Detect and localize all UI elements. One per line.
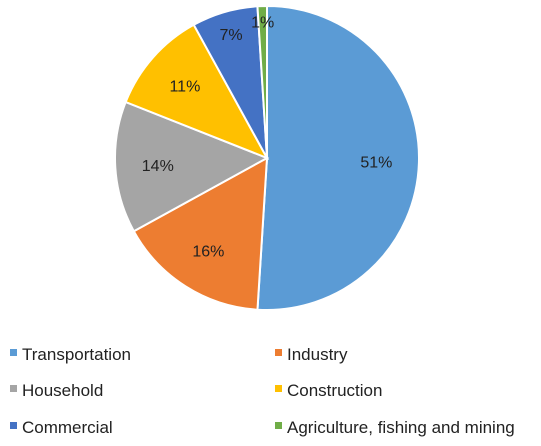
pie-slice-construction	[124, 23, 270, 160]
legend-swatch-commercial	[10, 422, 17, 429]
legend-item-household: Household	[10, 381, 103, 400]
legend-item-commercial: Commercial	[10, 418, 113, 437]
legend-swatch-agriculture-fishing-and-mining	[275, 422, 282, 429]
data-label-household: 14%	[142, 158, 174, 175]
data-label-construction: 11%	[169, 79, 200, 96]
pie-slice-industry	[132, 156, 269, 311]
legend-label-agriculture-fishing-and-mining: Agriculture, fishing and mining	[287, 418, 515, 437]
legend-label-industry: Industry	[287, 345, 348, 364]
legend-swatch-construction	[275, 385, 282, 392]
pie-slices	[113, 4, 420, 311]
legend-label-construction: Construction	[287, 381, 382, 400]
legend-item-industry: Industry	[275, 345, 348, 364]
legend-item-transportation: Transportation	[10, 345, 131, 364]
data-label-transportation: 51%	[360, 154, 392, 171]
legend-label-transportation: Transportation	[22, 345, 131, 364]
pie-slice-labels: 51% 16% 14% 11% 7% 1%	[142, 14, 393, 260]
legend-swatch-industry	[275, 349, 282, 356]
data-label-commercial: 7%	[219, 27, 242, 44]
data-label-industry: 16%	[192, 243, 224, 260]
legend: Transportation Industry Household Construct…	[10, 345, 515, 437]
data-label-agriculture-fishing-and-mining: 1%	[251, 14, 274, 31]
legend-label-household: Household	[22, 381, 103, 400]
legend-swatch-household	[10, 385, 17, 392]
legend-label-commercial: Commercial	[22, 418, 113, 437]
pie-slice-household	[113, 100, 270, 233]
pie-slice-transportation	[256, 4, 420, 311]
legend-item-construction: Construction	[275, 381, 382, 400]
pie-slice-agriculture-fishing-and-mining	[256, 4, 268, 159]
legend-swatch-transportation	[10, 349, 17, 356]
legend-item-agriculture-fishing-and-mining: Agriculture, fishing and mining	[275, 418, 515, 437]
